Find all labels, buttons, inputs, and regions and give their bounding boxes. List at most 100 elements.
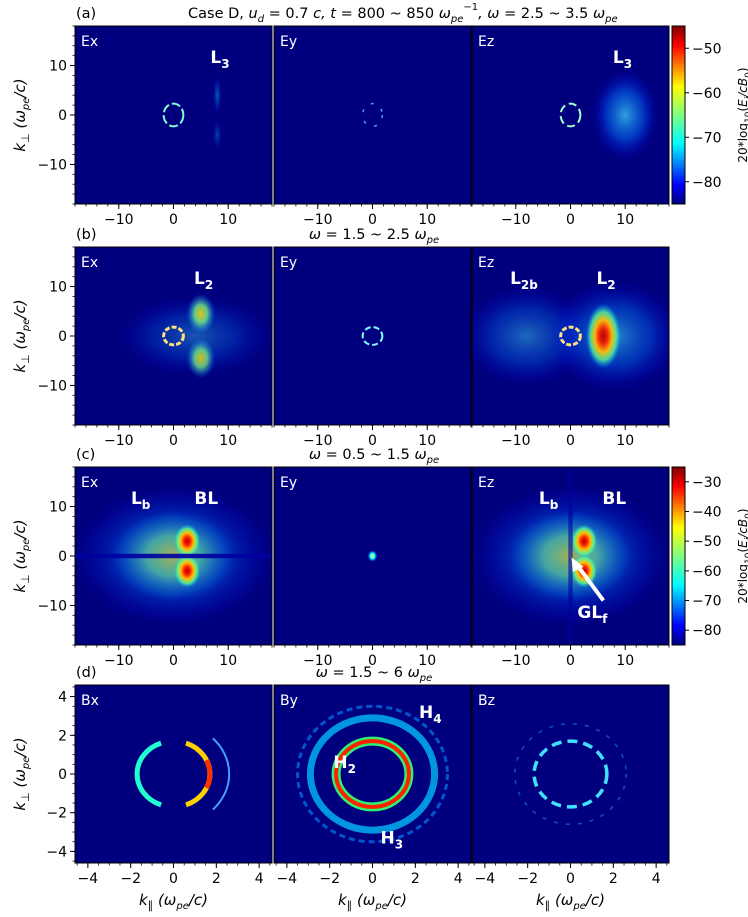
panel-label: Ez (478, 34, 494, 50)
panel-label: Bz (478, 693, 495, 709)
panel-content (361, 326, 384, 346)
l3-emission-low (212, 119, 222, 150)
panel-label: Bx (81, 693, 99, 709)
panel-background (274, 247, 471, 425)
gl-arrow-head (571, 557, 584, 572)
y-axis-label: k⊥ (ωpe/c) (11, 737, 32, 810)
ring-mark (361, 102, 384, 128)
panel-background (75, 685, 272, 863)
row-tag: (d) (76, 665, 97, 681)
y-tick-label: 2 (58, 728, 67, 744)
bl-lower (571, 554, 598, 588)
x-tick-label: 4 (454, 871, 463, 887)
x-tick-label: 0 (566, 871, 575, 887)
mode-label: BL (602, 489, 626, 509)
b-ring (532, 739, 609, 809)
x-tick-label: −10 (501, 653, 531, 669)
colorbar-tick-label: −60 (692, 86, 722, 102)
mode-label: Lb (539, 489, 559, 512)
mode-label: L2 (596, 269, 615, 292)
x-tick-label: 10 (418, 212, 436, 228)
x-tick-label: −10 (104, 653, 134, 669)
panel-background (472, 685, 669, 863)
colorbar-tick-label: −60 (692, 564, 722, 580)
outer-arc (212, 737, 231, 811)
x-tick-label: 10 (418, 653, 436, 669)
panel-label: Ey (280, 255, 297, 271)
axis-gap (75, 553, 272, 559)
panel-bz: Bz −4 −2 0 2 4 k∥ (ωpe/c) (471, 684, 670, 912)
panel-background (274, 26, 471, 204)
row-title: Case D, ud = 0.7 c, t = 800 ~ 850 ωpe−1,… (188, 2, 618, 25)
colorbar-tick-label: −50 (692, 534, 722, 550)
x-tick-label: 10 (219, 653, 237, 669)
y-tick-label: 0 (58, 329, 67, 345)
panel-ey: Ey −10 0 10 (273, 246, 472, 449)
panel-label: Ex (81, 255, 98, 271)
panel-ey: Ey −10 0 10 (273, 466, 472, 669)
ring-mark (162, 325, 185, 347)
panel-content (514, 722, 627, 826)
y-tick-label: −4 (46, 844, 67, 860)
panel-label: Ex (81, 475, 98, 491)
panel-background (75, 26, 272, 204)
panel-label: Ey (280, 475, 297, 491)
h3-ring (306, 714, 439, 834)
x-tick-label: 2 (212, 871, 221, 887)
x-tick-label: 10 (616, 653, 634, 669)
colorbar-gradient (671, 466, 686, 646)
y-axis-label: k⊥ (ωpe/c) (11, 519, 32, 592)
x-tick-label: 0 (169, 433, 178, 449)
colorbar-gradient (671, 25, 686, 205)
x-tick-label: 0 (368, 653, 377, 669)
row-a: Case D, ud = 0.7 c, t = 800 ~ 850 ωpe−1,… (11, 2, 748, 228)
colorbar: −50 −60 −70 −80 20*log10(Ei/cB0) (671, 25, 748, 205)
l2-lower (186, 338, 216, 379)
bl-upper (174, 524, 201, 558)
row-title: ω = 1.5 ~ 6 ωpe (316, 665, 432, 684)
row-title: ω = 1.5 ~ 2.5 ωpe (309, 227, 439, 246)
mode-label: H2 (333, 753, 356, 776)
x-tick-label: 0 (566, 653, 575, 669)
h2-ring (334, 739, 411, 809)
colorbar-tick-label: −80 (692, 175, 722, 191)
colorbar-tick-label: −70 (692, 594, 722, 610)
y-tick-label: 10 (49, 280, 67, 296)
row-tag: (a) (76, 6, 96, 22)
x-tick-label: −10 (303, 212, 333, 228)
h4-ring (296, 704, 449, 844)
panel-label: By (280, 693, 298, 709)
panel-ez: Ez Lb BL GLf −10 0 10 (471, 466, 670, 669)
colorbar-tick-label: −30 (692, 475, 722, 491)
panel-ey: Ey −10 0 10 (273, 25, 472, 228)
mode-label: L2 (194, 269, 213, 292)
colorbar-label: 20*log10(Ei/cB0) (736, 67, 748, 162)
center-dot (367, 550, 378, 562)
l3-emission (592, 70, 659, 160)
x-tick-label: −2 (319, 871, 340, 887)
l3-emission (212, 75, 222, 115)
x-tick-label: −2 (120, 871, 141, 887)
panel-label: Ez (478, 255, 494, 271)
x-tick-label: −10 (303, 433, 333, 449)
panel-bx: Bx −4 −2 0 2 4 −4 −2 0 2 4 k⊥ (ωpe/c) k∥ (ωpe/c) (11, 684, 273, 912)
colorbar: −30 −40 −50 −60 −70 −80 20*log10(Ei/cB0) (671, 466, 748, 646)
mode-label: L3 (210, 48, 229, 71)
panel-content (361, 102, 384, 128)
x-tick-label: 0 (368, 433, 377, 449)
y-axis-label: k⊥ (ωpe/c) (11, 78, 32, 151)
x-tick-label: 10 (219, 433, 237, 449)
y-tick-label: −10 (37, 157, 67, 173)
x-tick-label: −10 (104, 212, 134, 228)
y-tick-label: 0 (58, 108, 67, 124)
panel-label: Ez (478, 475, 494, 491)
panel-label: Ex (81, 34, 98, 50)
x-tick-label: 10 (418, 433, 436, 449)
x-tick-label: 10 (616, 212, 634, 228)
x-tick-label: −4 (475, 871, 496, 887)
panel-ex: Ex L2 −10 0 10 −10 0 10 k⊥ (ωpe/c) (11, 246, 273, 449)
ring-mark (361, 326, 384, 346)
x-tick-label: 2 (609, 871, 618, 887)
x-tick-label: 0 (169, 212, 178, 228)
l2-core (585, 303, 621, 369)
